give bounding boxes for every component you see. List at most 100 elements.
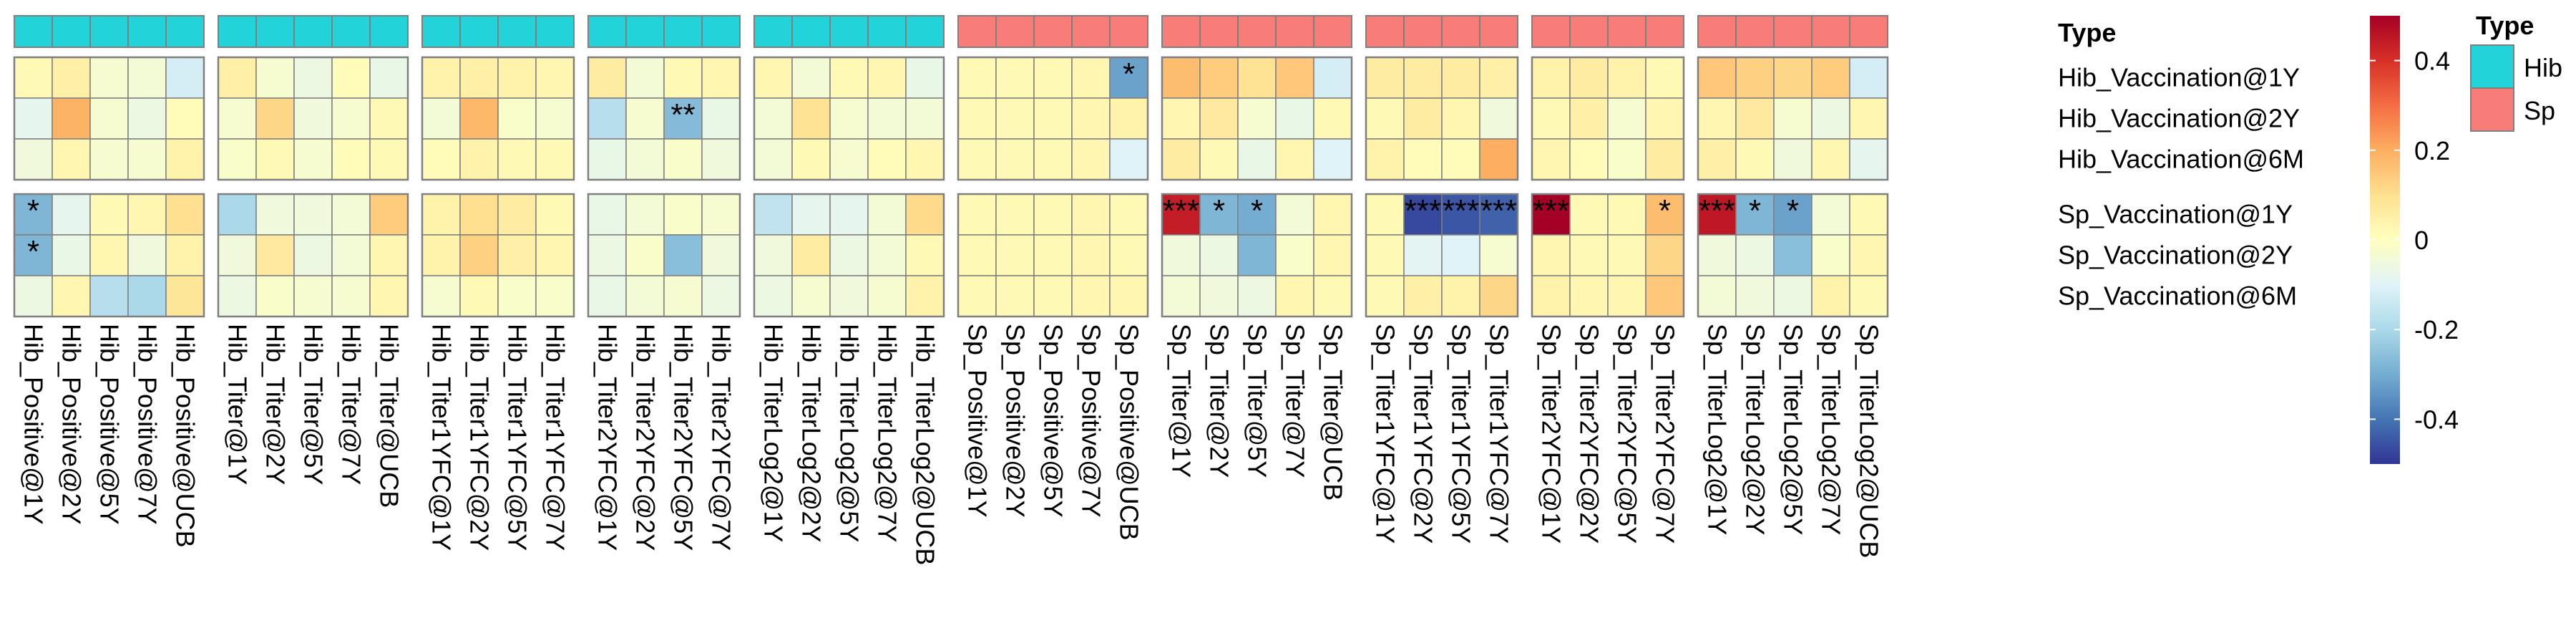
column-label: Sp_Titer1YFC@1Y: [1371, 324, 1400, 544]
heatmap-cell: [791, 193, 831, 236]
heatmap-cell: [331, 275, 371, 317]
heatmap-cell: [421, 234, 461, 276]
heatmap-cell: [1735, 97, 1775, 140]
annotation-cell-hib: [587, 15, 627, 48]
heatmap-cell: [1275, 138, 1314, 180]
heatmap-cell: [459, 193, 499, 236]
annotation-cell-hib: [255, 15, 295, 48]
column-label: Hib_Titer2YFC@5Y: [669, 324, 698, 551]
heatmap-block-border: [1365, 56, 1519, 181]
heatmap-cell: [1313, 275, 1352, 317]
row-label: Sp_Vaccination@6M: [2058, 281, 2297, 311]
annotation-cell-hib: [905, 15, 945, 48]
annotation-cell-sp: [1365, 15, 1405, 48]
heatmap-cell: [1773, 275, 1813, 317]
heatmap-cell: [1849, 97, 1888, 140]
type-annotation-bar: [14, 15, 1888, 48]
heatmap-cell: [1479, 275, 1518, 317]
annotation-cell-hib: [218, 15, 257, 48]
annotation-cell-hib: [14, 15, 53, 48]
heatmap-cell: [1365, 57, 1405, 99]
heatmap-cell: [1441, 193, 1480, 236]
heatmap-cell: [1773, 234, 1813, 276]
heatmap-cell: [1849, 193, 1888, 236]
heatmap-cell: [957, 234, 997, 276]
heatmap-cell: [701, 275, 741, 317]
heatmap-cell: [957, 57, 997, 99]
heatmap-block-border: [957, 193, 1149, 318]
heatmap-cell: [293, 234, 333, 276]
heatmap-cell: [701, 234, 741, 276]
significance-star: ***: [1533, 193, 1569, 228]
heatmap-cell: [753, 275, 793, 317]
column-label: Sp_Titer2YFC@2Y: [1575, 324, 1604, 544]
heatmap-cell: [1109, 234, 1148, 276]
heatmap-cell: [1531, 57, 1571, 99]
heatmap-cell: [535, 234, 575, 276]
heatmap-cell: [1365, 234, 1405, 276]
column-label: Hib_Positive@UCB: [171, 324, 200, 548]
heatmap-cell: [1275, 57, 1314, 99]
heatmap-cell: [663, 138, 703, 180]
heatmap-cell: [1607, 275, 1646, 317]
column-label: Hib_TiterLog2@2Y: [797, 324, 826, 542]
annotation-cell-hib: [829, 15, 869, 48]
heatmap-cell: [369, 97, 409, 140]
annotation-cell-sp: [1275, 15, 1314, 48]
column-label: Hib_Titer@7Y: [337, 324, 366, 485]
heatmap-cell: [1569, 57, 1609, 99]
annotation-cell-sp: [1237, 15, 1277, 48]
heatmap-cell: [89, 57, 129, 99]
significance-star: *: [27, 234, 39, 269]
heatmap-cell: [1403, 138, 1443, 180]
column-label: Hib_TiterLog2@UCB: [911, 324, 940, 565]
heatmap-cell: [1607, 57, 1646, 99]
heatmap-cell: [1849, 138, 1888, 180]
row-label: Hib_Vaccination@2Y: [2058, 104, 2300, 133]
significance-star: ***: [1163, 193, 1199, 228]
significance-star: ***: [1699, 193, 1735, 228]
column-label: Sp_Titer1YFC@2Y: [1409, 324, 1438, 544]
heatmap-cell: [1569, 138, 1609, 180]
column-label: Hib_TiterLog2@7Y: [873, 324, 902, 542]
row-label: Sp_Vaccination@1Y: [2058, 200, 2293, 229]
heatmap-cell: [421, 57, 461, 99]
heatmap-cell: [1441, 138, 1480, 180]
heatmap-cell: [1441, 97, 1480, 140]
legend-label-sp: Sp: [2524, 96, 2555, 125]
annotation-cell-sp: [1479, 15, 1518, 48]
column-label: Hib_Titer@5Y: [299, 324, 328, 485]
heatmap-cell: [52, 97, 91, 140]
heatmap-cell: [791, 97, 831, 140]
significance-star: ***: [1480, 193, 1517, 228]
heatmap-cell: [497, 138, 537, 180]
heatmap-cell: [1033, 234, 1073, 276]
significance-star: *: [1123, 57, 1135, 92]
heatmap-cell: [1275, 275, 1314, 317]
heatmap-cell: [14, 97, 53, 140]
annotation-cell-hib: [165, 15, 205, 48]
heatmap-cell: [1161, 234, 1201, 276]
heatmap-cell: [421, 193, 461, 236]
heatmap-cell: [1811, 193, 1850, 236]
heatmap-block-border: [1161, 56, 1353, 181]
annotation-cell-hib: [497, 15, 537, 48]
heatmap-cell: [957, 275, 997, 317]
heatmap-cell: [701, 193, 741, 236]
heatmap-cell: [1479, 138, 1518, 180]
annotation-cell-hib: [753, 15, 793, 48]
heatmap-cell: [1071, 97, 1111, 140]
annotation-cell-sp: [1071, 15, 1111, 48]
heatmap-cell: [369, 57, 409, 99]
heatmap-block-border: [587, 193, 741, 318]
color-bar-tick-label: 0.4: [2414, 47, 2450, 76]
heatmap-cell: [1811, 275, 1850, 317]
heatmap-cell: [1033, 97, 1073, 140]
heatmap-cell: [791, 138, 831, 180]
heatmap-cell: [1313, 138, 1352, 180]
heatmap-cell: [1773, 138, 1813, 180]
heatmap-cell: [497, 275, 537, 317]
column-label: Sp_Positive@5Y: [1039, 324, 1068, 518]
row-label: Sp_Vaccination@2Y: [2058, 241, 2293, 270]
annotation-cell-hib: [791, 15, 831, 48]
